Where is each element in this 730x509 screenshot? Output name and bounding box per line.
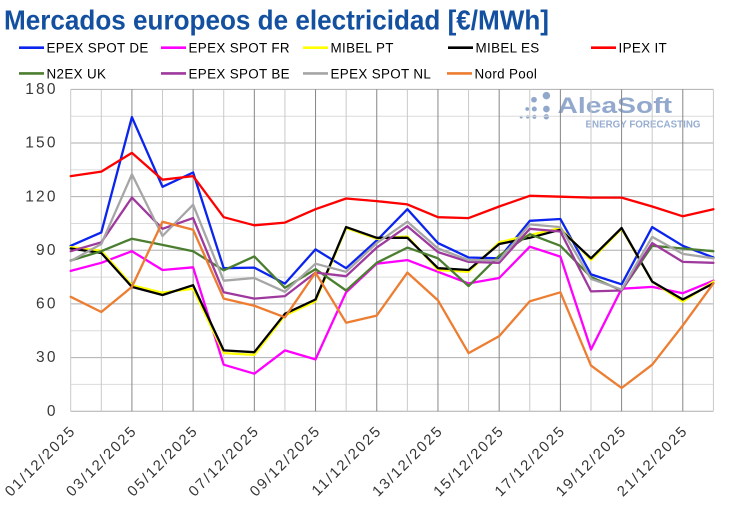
svg-text:60: 60 (36, 296, 58, 313)
svg-text:EPEX SPOT FR: EPEX SPOT FR (189, 41, 290, 56)
svg-text:ENERGY FORECASTING: ENERGY FORECASTING (586, 119, 701, 130)
svg-text:EPEX SPOT NL: EPEX SPOT NL (331, 66, 432, 81)
svg-text:30: 30 (36, 349, 58, 366)
svg-text:150: 150 (25, 135, 57, 152)
svg-text:90: 90 (36, 242, 58, 259)
svg-text:180: 180 (25, 81, 57, 98)
svg-text:IPEX IT: IPEX IT (619, 41, 668, 56)
svg-text:MIBEL ES: MIBEL ES (476, 41, 540, 56)
svg-text:0: 0 (47, 403, 58, 420)
svg-text:EPEX SPOT BE: EPEX SPOT BE (189, 66, 290, 81)
svg-text:Mercados europeos de electrici: Mercados europeos de electricidad [€/MWh… (4, 5, 549, 36)
svg-text:Nord Pool: Nord Pool (475, 66, 538, 81)
svg-text:MIBEL PT: MIBEL PT (331, 41, 394, 56)
svg-text:120: 120 (25, 188, 57, 205)
svg-text:AleaSoft: AleaSoft (558, 93, 673, 118)
svg-text:EPEX SPOT DE: EPEX SPOT DE (47, 41, 149, 56)
svg-text:N2EX UK: N2EX UK (47, 66, 107, 81)
